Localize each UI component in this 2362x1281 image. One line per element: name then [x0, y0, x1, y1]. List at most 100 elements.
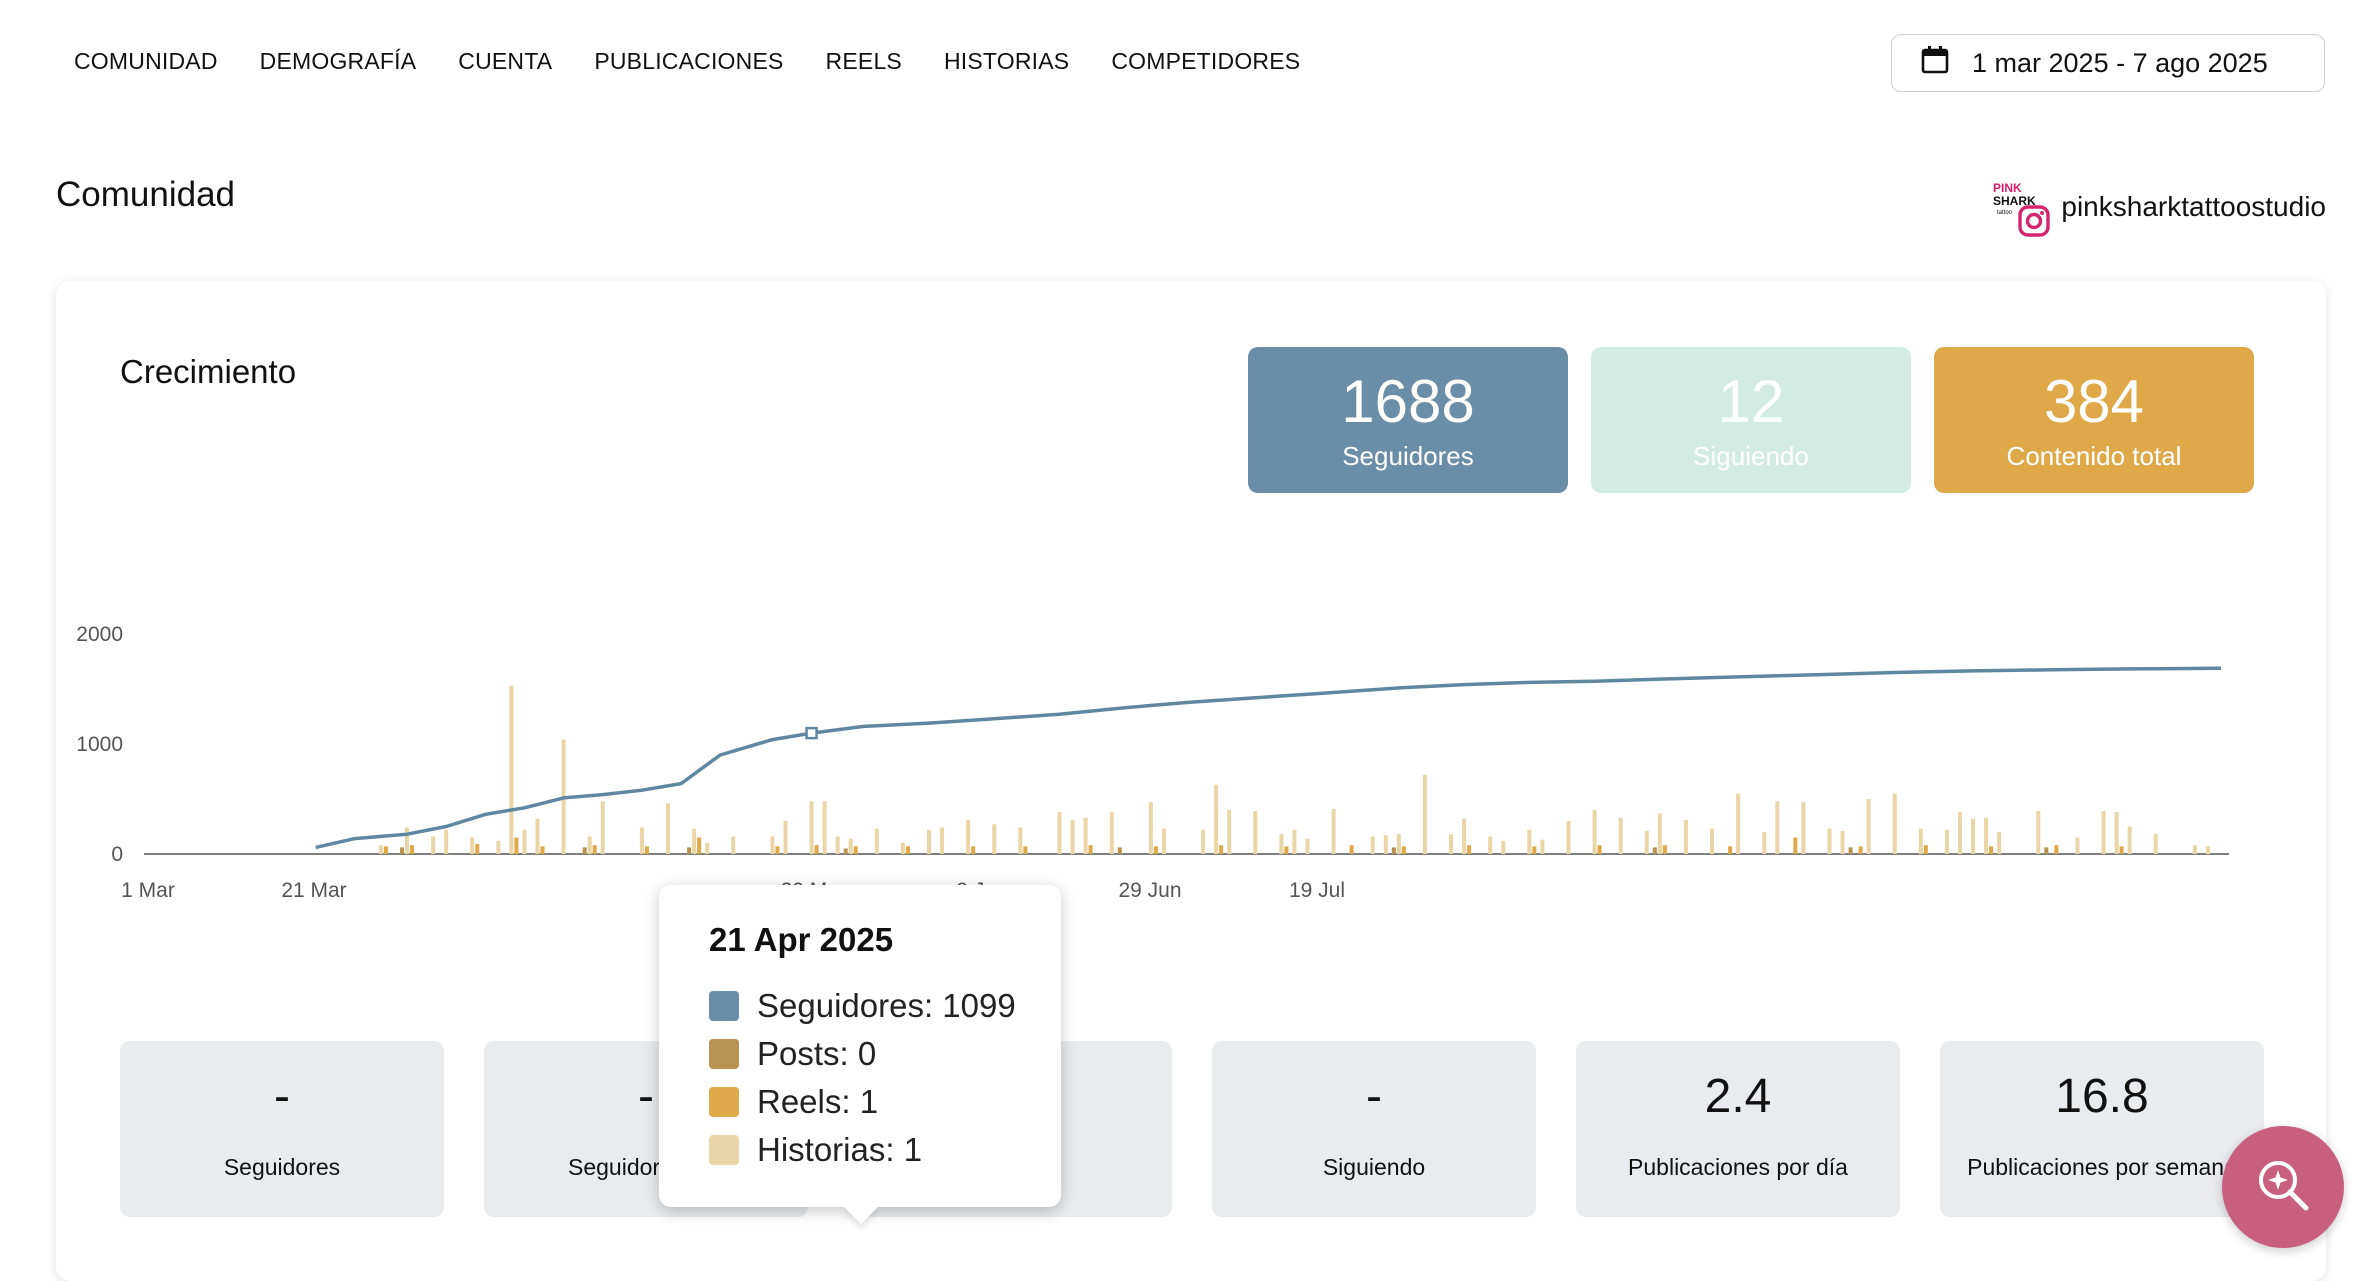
historias-bar — [1279, 834, 1284, 854]
historias-bar — [1383, 835, 1388, 854]
reels-bar — [1349, 845, 1354, 854]
historias-bar — [535, 818, 540, 854]
y-tick-label: 1000 — [76, 733, 123, 756]
historias-bar — [1566, 821, 1571, 854]
x-tick-label: 1 Mar — [121, 879, 175, 902]
historias-bar — [966, 819, 971, 854]
growth-card: Crecimiento 1688 Seguidores 12 Siguiendo… — [56, 281, 2326, 1281]
stat-label: Siguiendo — [1693, 440, 1809, 471]
reels-bar — [853, 846, 858, 854]
historias-bar — [2127, 826, 2132, 854]
posts-bar — [1848, 847, 1853, 854]
historias-bar — [509, 685, 514, 854]
reels-bar — [775, 846, 780, 854]
historias-bar — [822, 801, 827, 854]
metric-value: - — [1366, 1070, 1382, 1123]
stat-label: Seguidores — [1342, 440, 1474, 471]
historias-bar — [1070, 819, 1075, 854]
historias-bar — [1801, 802, 1806, 854]
historias-bar — [992, 824, 997, 854]
svg-text:tattoo: tattoo — [1997, 210, 2013, 216]
tooltip-row-posts: Posts: 0 — [709, 1035, 876, 1073]
posts-bar — [1391, 847, 1396, 854]
stat-seguidores: 1688 Seguidores — [1248, 347, 1568, 493]
reels-bar — [540, 846, 545, 854]
posts-bar — [687, 847, 692, 854]
historias-bar — [1148, 802, 1153, 854]
account-selector[interactable]: PINK SHARK tattoo pinksharktattoostudio — [1991, 178, 2326, 237]
historias-bar — [470, 837, 475, 854]
historias-bar — [1449, 834, 1454, 854]
posts-bar — [1652, 847, 1657, 854]
tab-competidores[interactable]: COMPETIDORES — [1111, 48, 1301, 74]
calendar-icon — [1920, 45, 1950, 82]
historias-bar — [1918, 828, 1923, 854]
date-range-label: 1 mar 2025 - 7 ago 2025 — [1972, 47, 2268, 78]
legend-swatch — [709, 1087, 739, 1117]
historias-bar — [639, 827, 644, 854]
tooltip-date: 21 Apr 2025 — [709, 921, 894, 958]
historias-bar — [1488, 836, 1493, 854]
tab-publicaciones[interactable]: PUBLICACIONES — [594, 48, 784, 74]
metric-value: 2.4 — [1704, 1070, 1772, 1123]
historias-bar — [1201, 829, 1206, 854]
reels-bar — [1793, 837, 1798, 854]
historias-bar — [1370, 836, 1375, 854]
tooltip-value: Posts: 0 — [757, 1035, 877, 1072]
reels-bar — [1662, 845, 1667, 854]
historias-bar — [431, 836, 436, 854]
historias-bar — [1997, 832, 2002, 854]
historias-bar — [405, 827, 410, 854]
posts-bar — [400, 847, 405, 854]
legend-swatch — [709, 1135, 739, 1165]
metric-publicaciones-dia: 2.4 Publicaciones por día — [1576, 1041, 1900, 1217]
stat-contenido-total: 384 Contenido total — [1934, 347, 2254, 493]
reels-bar — [1284, 846, 1289, 854]
historias-bar — [1305, 838, 1310, 854]
date-range-picker[interactable]: 1 mar 2025 - 7 ago 2025 — [1891, 34, 2325, 92]
reels-bar — [644, 846, 649, 854]
historias-bar — [1892, 793, 1897, 854]
historias-bar — [1944, 829, 1949, 854]
reels-bar — [1858, 846, 1863, 854]
y-tick-label: 0 — [111, 843, 123, 866]
tab-historias[interactable]: HISTORIAS — [943, 48, 1070, 74]
historias-bar — [848, 838, 853, 854]
historias-bar — [705, 843, 710, 854]
highlight-marker — [805, 726, 818, 740]
posts-bar — [582, 847, 587, 854]
tooltip-row-historias: Historias: 1 — [709, 1131, 922, 1169]
historias-bar — [1018, 827, 1023, 854]
historias-bar — [496, 840, 501, 854]
reels-bar — [475, 844, 480, 854]
historias-bar — [1540, 839, 1545, 854]
metric-value: - — [274, 1070, 290, 1123]
historias-bar — [1827, 828, 1832, 854]
historias-bar — [1527, 829, 1532, 854]
historias-bar — [1957, 812, 1962, 854]
tab-reels[interactable]: REELS — [825, 48, 902, 74]
tab-comunidad[interactable]: COMUNIDAD — [74, 48, 218, 74]
tooltip-row-reels: Reels: 1 — [709, 1083, 878, 1121]
historias-bar — [2192, 845, 2197, 854]
historias-bar — [1109, 812, 1114, 854]
reels-bar — [1597, 845, 1602, 854]
historias-bar — [783, 821, 788, 854]
ai-insights-button[interactable] — [2222, 1126, 2344, 1248]
tooltip-value: Reels: 1 — [757, 1083, 879, 1120]
reels-bar — [814, 845, 819, 854]
historias-bar — [1840, 830, 1845, 854]
chart-tooltip: 21 Apr 2025 Seguidores: 1099 Posts: 0 Re… — [659, 885, 1061, 1224]
historias-bar — [1422, 774, 1427, 854]
tab-cuenta[interactable]: CUENTA — [458, 48, 553, 74]
historias-bar — [770, 836, 775, 854]
historias-bar — [2114, 812, 2119, 854]
account-name: pinksharktattoostudio — [2061, 191, 2326, 222]
historias-bar — [900, 843, 905, 854]
reels-bar — [1153, 846, 1158, 854]
reels-bar — [1923, 845, 1928, 854]
page-title: Comunidad — [56, 175, 235, 214]
reels-bar — [514, 837, 519, 854]
tab-demografia[interactable]: DEMOGRAFÍA — [259, 48, 417, 74]
